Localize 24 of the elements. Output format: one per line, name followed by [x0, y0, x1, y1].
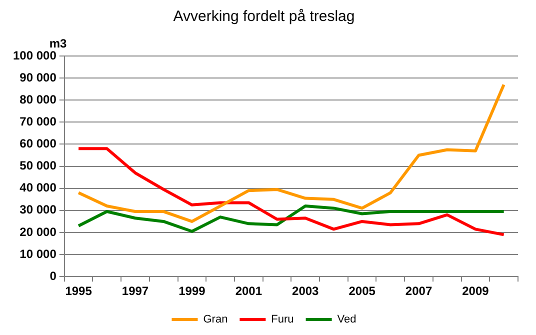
y-tick-label: 50 000: [20, 158, 57, 173]
chart-title: Avverking fordelt på treslag: [173, 8, 355, 26]
y-tick-label: 90 000: [20, 70, 57, 84]
x-tick-label: 2005: [348, 284, 376, 298]
legend-label: Gran: [203, 314, 228, 326]
y-tick-label: 10 000: [20, 246, 57, 261]
legend-label: Ved: [337, 314, 356, 326]
x-tick-label: 1995: [65, 284, 92, 298]
y-tick-label: 70 000: [20, 114, 57, 128]
x-tick-label: 2009: [462, 284, 490, 298]
x-tick-label: 1999: [178, 284, 206, 298]
y-tick-label: 20 000: [20, 224, 57, 239]
y-tick-label: 60 000: [20, 136, 57, 151]
y-tick-label: 80 000: [20, 92, 57, 106]
y-tick-label: 100 000: [12, 48, 57, 62]
x-tick-label: 2003: [292, 284, 320, 298]
x-tick-label: 1997: [122, 284, 149, 298]
x-tick-label: 2007: [405, 284, 432, 298]
y-tick-label: 40 000: [20, 180, 57, 195]
y-tick-label: 0: [50, 268, 57, 283]
y-tick-label: 30 000: [20, 202, 57, 217]
x-tick-label: 2001: [235, 284, 262, 298]
y-axis-title: m3: [49, 36, 68, 50]
legend-label: Furu: [271, 314, 294, 326]
